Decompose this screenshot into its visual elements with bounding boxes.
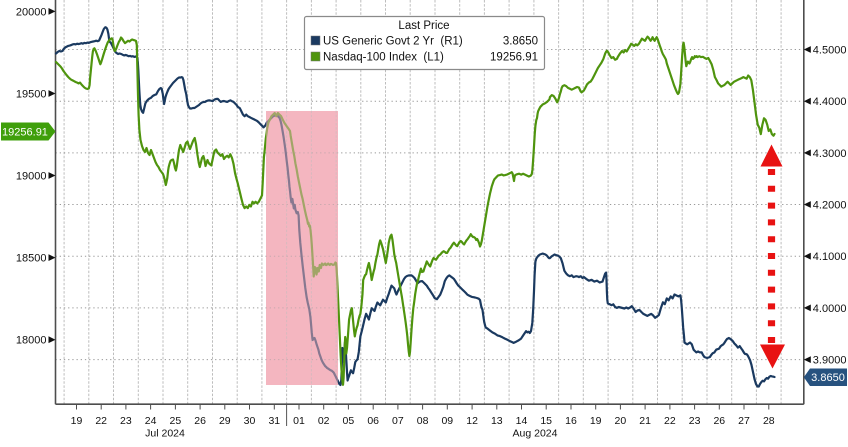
svg-text:3.8650: 3.8650 (811, 372, 845, 384)
svg-text:4.4000: 4.4000 (813, 96, 847, 108)
svg-text:Nasdaq-100 Index (L1): Nasdaq-100 Index (L1) (323, 52, 444, 64)
svg-text:09: 09 (441, 415, 453, 427)
svg-text:19: 19 (590, 415, 602, 427)
svg-text:13: 13 (491, 415, 503, 427)
svg-text:19500: 19500 (16, 89, 47, 101)
svg-text:23: 23 (689, 415, 701, 427)
svg-text:22: 22 (664, 415, 676, 427)
svg-text:US Generic Govt 2 Yr (R1): US Generic Govt 2 Yr (R1) (323, 36, 463, 48)
svg-text:26: 26 (194, 415, 206, 427)
svg-text:16: 16 (565, 415, 577, 427)
svg-text:12: 12 (466, 415, 478, 427)
svg-text:07: 07 (392, 415, 404, 427)
svg-text:01: 01 (293, 415, 305, 427)
svg-text:31: 31 (268, 415, 280, 427)
svg-text:19256.91: 19256.91 (490, 52, 538, 64)
svg-text:4.2000: 4.2000 (813, 200, 847, 212)
svg-text:24: 24 (145, 415, 157, 427)
svg-text:14: 14 (516, 415, 528, 427)
svg-text:Last Price: Last Price (398, 20, 449, 32)
svg-text:Jul 2024: Jul 2024 (145, 428, 185, 440)
svg-text:4.3000: 4.3000 (813, 148, 847, 160)
svg-text:29: 29 (219, 415, 231, 427)
svg-text:3.9000: 3.9000 (813, 355, 847, 367)
svg-text:23: 23 (120, 415, 132, 427)
svg-text:Aug 2024: Aug 2024 (513, 428, 558, 440)
svg-text:28: 28 (763, 415, 775, 427)
svg-text:21: 21 (639, 415, 651, 427)
svg-text:19256.91: 19256.91 (2, 127, 48, 139)
svg-text:18000: 18000 (16, 335, 47, 347)
svg-text:06: 06 (367, 415, 379, 427)
svg-text:4.0000: 4.0000 (813, 303, 847, 315)
svg-text:18500: 18500 (16, 253, 47, 265)
svg-text:05: 05 (343, 415, 355, 427)
svg-text:27: 27 (738, 415, 750, 427)
svg-text:08: 08 (417, 415, 429, 427)
svg-text:3.8650: 3.8650 (503, 36, 538, 48)
svg-text:20: 20 (615, 415, 627, 427)
svg-text:22: 22 (95, 415, 107, 427)
svg-text:26: 26 (713, 415, 725, 427)
svg-text:19000: 19000 (16, 171, 47, 183)
svg-text:19: 19 (71, 415, 83, 427)
svg-text:02: 02 (318, 415, 330, 427)
svg-text:20000: 20000 (16, 6, 47, 18)
svg-text:15: 15 (540, 415, 552, 427)
svg-text:4.1000: 4.1000 (813, 251, 847, 263)
svg-text:30: 30 (244, 415, 256, 427)
svg-text:4.5000: 4.5000 (813, 45, 847, 57)
svg-text:25: 25 (170, 415, 182, 427)
